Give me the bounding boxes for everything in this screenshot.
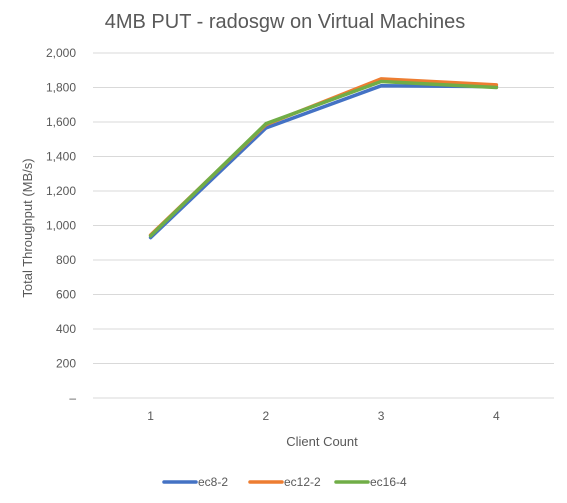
y-tick-label: 1,200 xyxy=(46,184,76,198)
y-tick-label: – xyxy=(69,391,76,405)
series-line-ec8-2 xyxy=(148,84,499,240)
y-tick-label: 200 xyxy=(56,357,76,371)
y-tick-label: 1,000 xyxy=(46,219,76,233)
x-tick-label: 2 xyxy=(263,409,270,423)
y-axis-ticks: – 200 400 600 800 1,000 1,200 1,400 1,600 1,800 2,… xyxy=(46,46,76,405)
y-tick-label: 1,800 xyxy=(46,81,76,95)
x-tick-label: 3 xyxy=(378,409,385,423)
y-tick-label: 800 xyxy=(56,253,76,267)
y-tick-label: 1,400 xyxy=(46,150,76,164)
x-tick-label: 1 xyxy=(147,409,154,423)
y-axis-title: Total Throughput (MB/s) xyxy=(20,158,35,297)
legend-label-ec16-4: ec16-4 xyxy=(370,475,407,489)
y-tick-label: 600 xyxy=(56,288,76,302)
x-axis-ticks: 1 2 3 4 xyxy=(147,409,500,423)
x-tick-label: 4 xyxy=(493,409,500,423)
series-line-ec16-4 xyxy=(148,79,499,238)
legend-label-ec8-2: ec8-2 xyxy=(198,475,228,489)
y-tick-label: 1,600 xyxy=(46,115,76,129)
legend-label-ec12-2: ec12-2 xyxy=(284,475,321,489)
y-tick-label: 400 xyxy=(56,322,76,336)
y-tick-label: 2,000 xyxy=(46,46,76,60)
chart-title: 4MB PUT - radosgw on Virtual Machines xyxy=(105,11,466,33)
x-axis-title: Client Count xyxy=(286,434,358,449)
plot-area xyxy=(148,77,499,240)
legend: ec8-2 ec12-2 ec16-4 xyxy=(162,475,407,489)
